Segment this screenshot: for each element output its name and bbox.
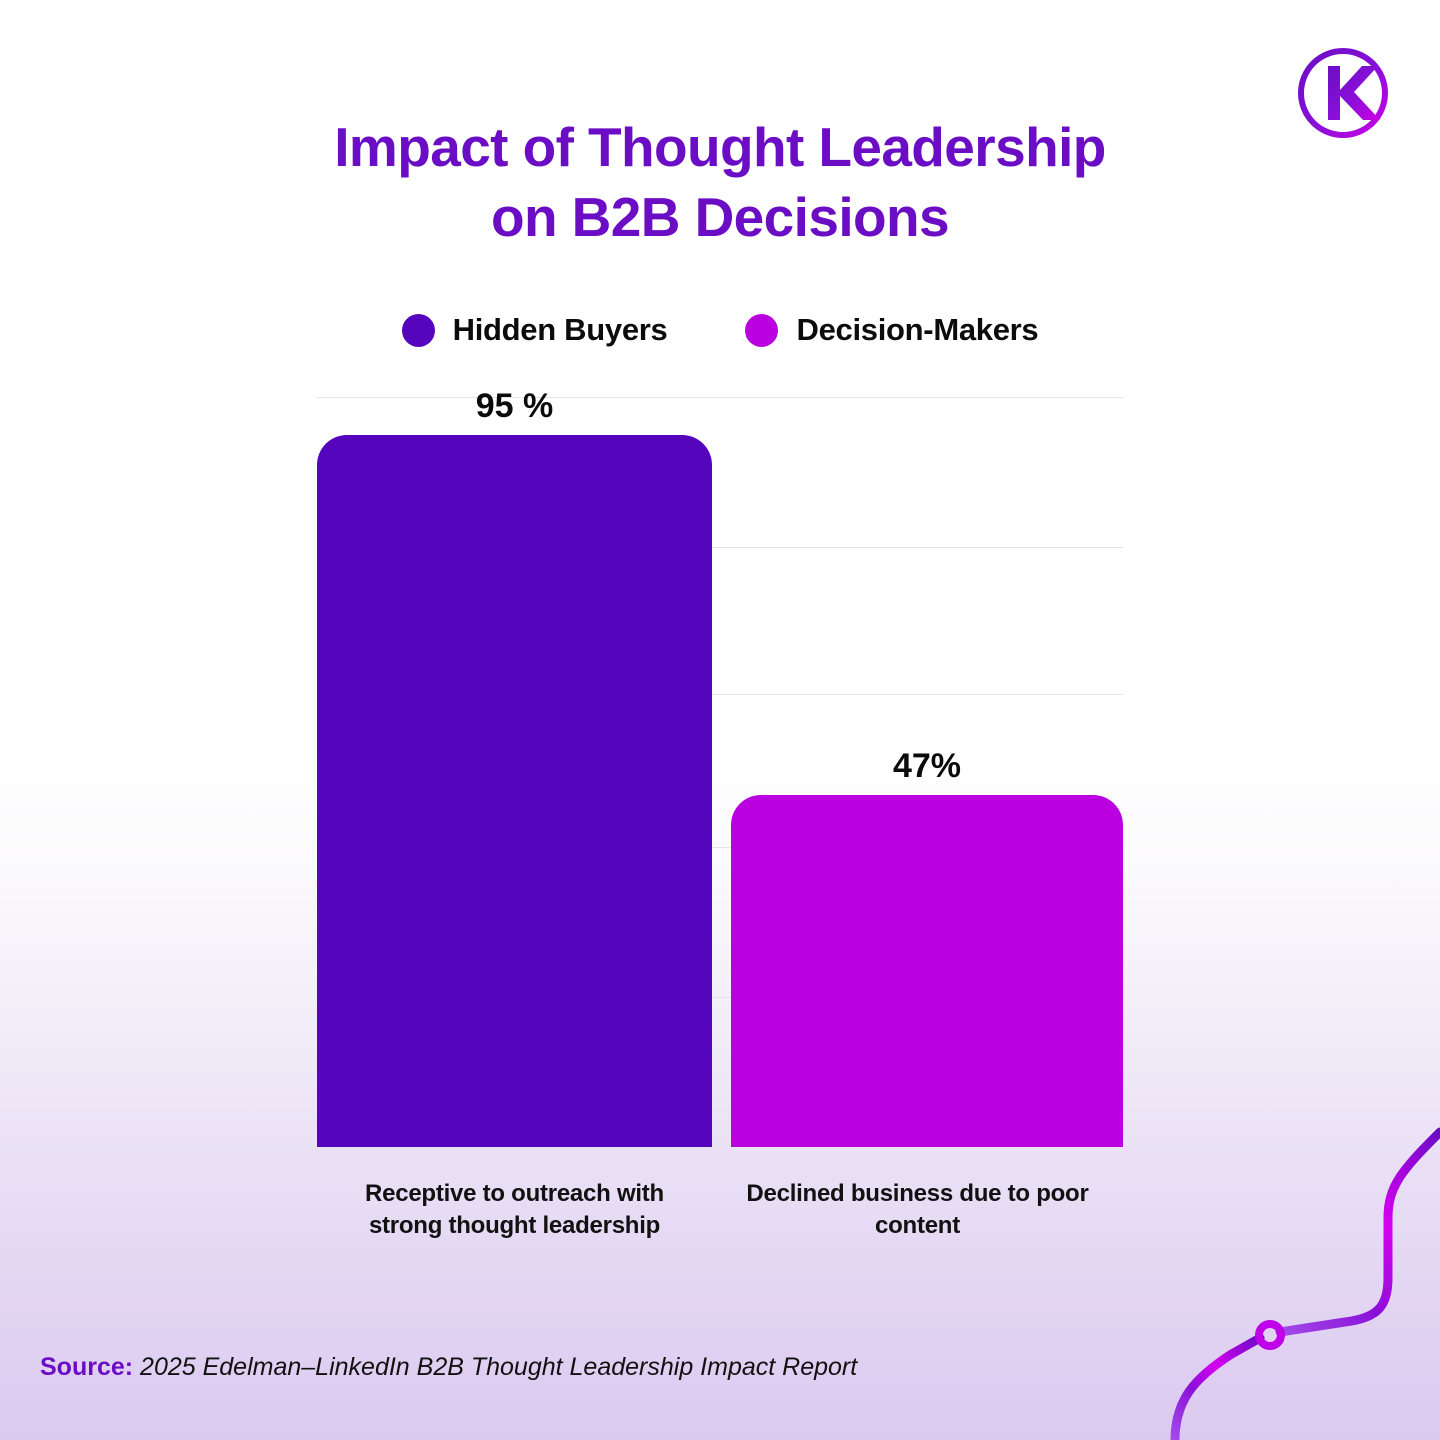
category-label-line: content <box>875 1211 960 1239</box>
decorative-squiggle <box>1170 1127 1440 1440</box>
bar-value-label: 47% <box>892 746 962 785</box>
chart-legend: Hidden Buyers Decision-Makers <box>0 312 1440 348</box>
legend-item-decision-makers[interactable]: Decision-Makers <box>745 312 1039 348</box>
k-circle-logo-icon <box>1298 48 1388 138</box>
page-title: Impact of Thought Leadership on B2B Deci… <box>0 112 1440 253</box>
bar-decision-makers[interactable] <box>731 794 1123 1147</box>
source-citation: Source: 2025 Edelman–LinkedIn B2B Though… <box>40 1353 857 1382</box>
gridline <box>317 1146 1123 1147</box>
gridline <box>317 397 1123 398</box>
source-label: Source: <box>40 1353 134 1381</box>
category-label-line: strong thought leadership <box>368 1211 661 1239</box>
category-label-declined: Declined business due to poor content <box>712 1178 1123 1242</box>
source-text: 2025 Edelman–LinkedIn B2B Thought Leader… <box>133 1353 858 1381</box>
legend-label: Decision-Makers <box>796 312 1039 347</box>
title-line-2: on B2B Decisions <box>490 186 950 249</box>
bar-value-label: 95 % <box>475 386 554 425</box>
gridline <box>317 694 1123 695</box>
chart-plot-area <box>317 397 1123 1147</box>
bar-hidden-buyers[interactable] <box>317 434 712 1147</box>
gridline <box>317 847 1123 848</box>
brand-logo <box>1294 44 1392 142</box>
category-label-line: Receptive to outreach with <box>365 1180 664 1207</box>
title-line-1: Impact of Thought Leadership <box>334 116 1106 178</box>
gridline <box>317 997 1123 998</box>
category-label-line: Declined business due to poor <box>746 1180 1089 1207</box>
legend-swatch-icon <box>745 313 779 347</box>
legend-swatch-icon <box>401 313 435 347</box>
gridline <box>317 547 1123 548</box>
category-label-receptive: Receptive to outreach with strong though… <box>317 1178 712 1242</box>
legend-label: Hidden Buyers <box>452 312 668 347</box>
legend-item-hidden-buyers[interactable]: Hidden Buyers <box>401 312 668 348</box>
category-axis-labels: Receptive to outreach with strong though… <box>317 1178 1123 1242</box>
